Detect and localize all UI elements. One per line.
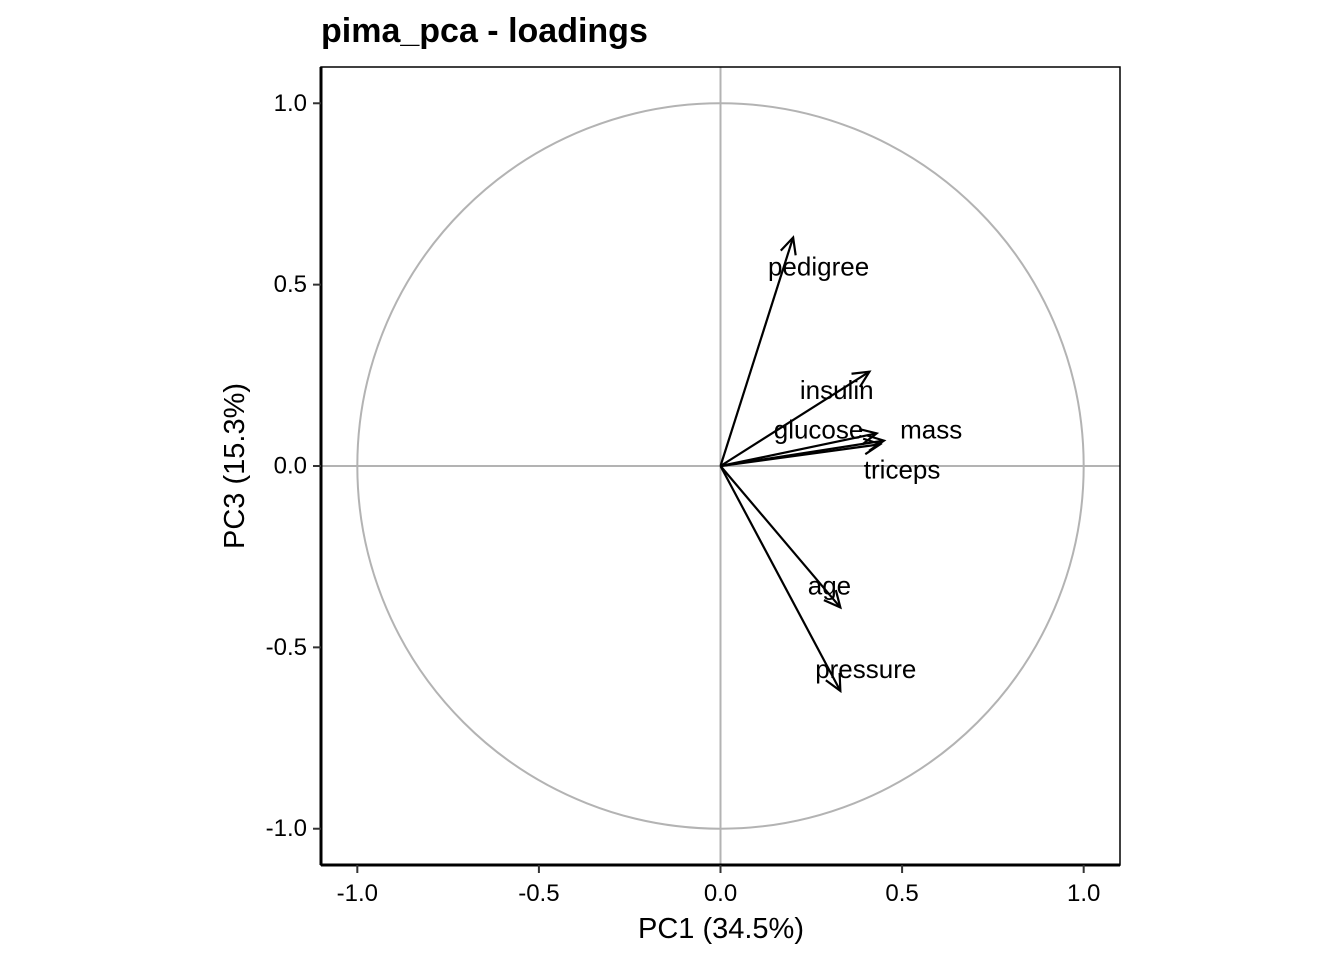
label-insulin: insulin: [800, 375, 874, 405]
label-glucose: glucose: [774, 415, 864, 445]
y-tick-label: -1.0: [266, 815, 307, 842]
arrow-shaft-pedigree: [719, 237, 795, 467]
label-age: age: [808, 571, 851, 601]
arrow-shaft-insulin: [719, 370, 870, 467]
variable-labels: pedigree insulin glucose mass triceps age pres…: [768, 252, 962, 685]
unit-circle: [356, 102, 1085, 830]
x-tick-label: -0.5: [518, 880, 559, 907]
label-pedigree: pedigree: [768, 252, 869, 282]
label-pressure: pressure: [815, 654, 916, 684]
loading-arrows: [719, 235, 887, 694]
arrow-head-pedigree: [779, 235, 797, 256]
x-tick-label: -1.0: [337, 880, 378, 907]
y-tick-label: 0.5: [274, 271, 307, 298]
label-triceps: triceps: [864, 455, 941, 485]
y-tick-label: 1.0: [274, 90, 307, 117]
x-axis-title: PC1 (34.5%): [638, 913, 804, 945]
chart-title: pima_pca - loadings: [321, 12, 648, 50]
arrow-shaft-glucose: [720, 432, 877, 468]
y-axis-title: PC3 (15.3%): [219, 383, 251, 549]
arrow-shaft-age: [719, 465, 842, 609]
arrow-age: [719, 465, 842, 610]
label-mass: mass: [900, 415, 962, 445]
arrow-head-pressure: [825, 672, 842, 694]
arrow-head-age: [823, 589, 842, 610]
arrow-head-insulin: [851, 370, 872, 388]
arrow-triceps: [720, 437, 883, 468]
arrow-pedigree: [719, 235, 797, 467]
x-tick-label: 0.5: [885, 880, 918, 907]
axes: -1.0 -0.5 0.0 0.5 1.0 -1.0 -0.5 0.0 0.5 1.0: [266, 66, 1121, 907]
arrow-insulin: [719, 370, 872, 467]
x-tick-label: 0.0: [704, 880, 737, 907]
arrow-pressure: [719, 465, 842, 694]
arrow-shaft-triceps: [720, 443, 881, 468]
arrow-shaft-pressure: [719, 465, 842, 692]
y-tick-label: -0.5: [266, 634, 307, 661]
y-tick-label: 0.0: [274, 453, 307, 480]
arrow-head-triceps: [862, 437, 883, 456]
x-tick-label: 1.0: [1067, 880, 1100, 907]
